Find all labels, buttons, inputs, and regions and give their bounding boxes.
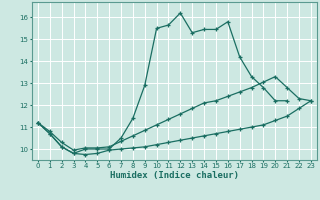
X-axis label: Humidex (Indice chaleur): Humidex (Indice chaleur): [110, 171, 239, 180]
